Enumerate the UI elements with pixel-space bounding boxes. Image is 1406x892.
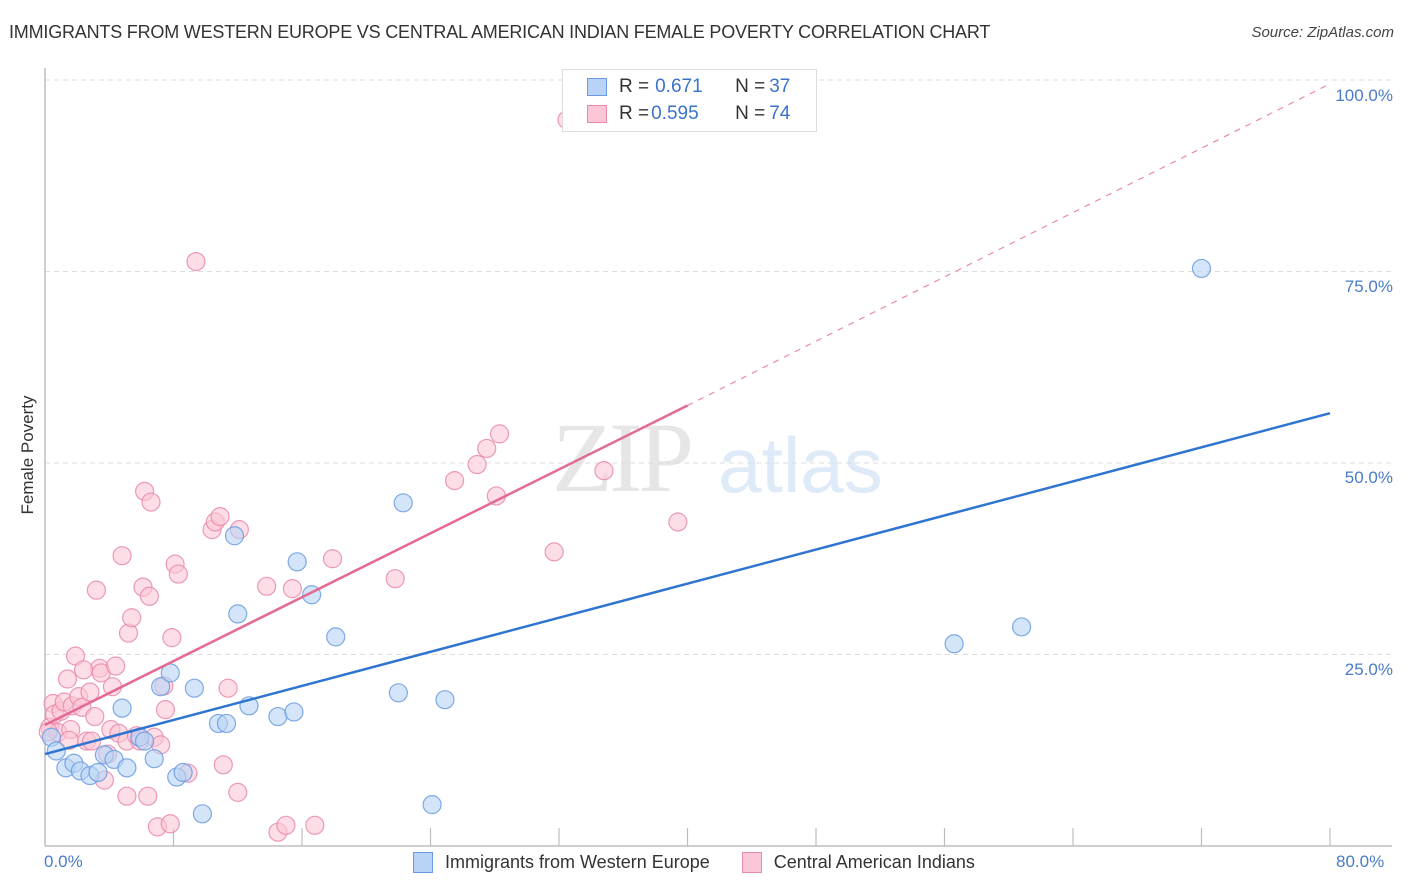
data-point bbox=[186, 251, 206, 272]
y-tick-100: 100.0% bbox=[1335, 86, 1393, 105]
data-point bbox=[668, 512, 688, 532]
data-point bbox=[284, 702, 304, 722]
legend-item-central-american-indians[interactable]: Central American Indians bbox=[741, 852, 975, 873]
r-label: R = bbox=[619, 103, 650, 124]
x-tick-0: 0.0% bbox=[44, 852, 83, 871]
data-point bbox=[134, 731, 155, 751]
y-axis-label: Female Poverty bbox=[18, 395, 37, 515]
data-point bbox=[268, 706, 288, 727]
n-value: 37 bbox=[769, 76, 791, 97]
data-point bbox=[489, 424, 510, 444]
data-point bbox=[80, 682, 100, 702]
data-point bbox=[117, 786, 137, 806]
data-point bbox=[218, 678, 238, 698]
pink-swatch-icon bbox=[587, 105, 607, 123]
blue-swatch-icon bbox=[587, 78, 607, 96]
data-point bbox=[594, 461, 614, 481]
trend-lines bbox=[44, 83, 1331, 756]
data-point bbox=[944, 634, 964, 654]
data-point bbox=[422, 795, 442, 815]
data-point bbox=[435, 690, 455, 710]
trend-line-pink bbox=[44, 404, 689, 727]
data-point bbox=[213, 755, 233, 775]
data-point bbox=[224, 526, 245, 546]
data-point bbox=[184, 678, 204, 698]
x-tick-80: 80.0% bbox=[1336, 852, 1385, 871]
series-immigrants-western-europe bbox=[41, 258, 1212, 824]
n-label: N = bbox=[735, 76, 766, 97]
data-point bbox=[73, 660, 94, 680]
y-tick-50: 50.0% bbox=[1344, 468, 1393, 487]
data-point bbox=[322, 549, 343, 569]
data-point bbox=[106, 656, 126, 676]
legend-label: Immigrants from Western Europe bbox=[445, 852, 710, 872]
data-point bbox=[192, 804, 213, 824]
data-point bbox=[444, 471, 465, 491]
n-label: N = bbox=[735, 103, 766, 124]
data-point bbox=[144, 749, 164, 769]
data-point bbox=[1011, 617, 1032, 637]
data-point bbox=[155, 700, 176, 720]
data-point bbox=[388, 683, 408, 703]
data-point bbox=[486, 486, 506, 506]
data-point bbox=[86, 580, 107, 600]
y-tick-25: 25.0% bbox=[1344, 660, 1393, 679]
data-point bbox=[139, 586, 160, 606]
data-point bbox=[216, 713, 237, 734]
data-point bbox=[160, 814, 180, 834]
data-point bbox=[112, 698, 132, 718]
data-point bbox=[102, 677, 123, 697]
data-point bbox=[117, 758, 137, 778]
data-point bbox=[287, 552, 307, 572]
data-point bbox=[151, 677, 171, 697]
stats-row-blue: R = 0.671 N = 37 bbox=[587, 76, 790, 98]
r-label: R = bbox=[619, 76, 650, 97]
data-point bbox=[228, 604, 248, 624]
axes bbox=[44, 68, 1392, 847]
trend-line-pink-extension bbox=[687, 83, 1331, 407]
pink-swatch-icon bbox=[741, 852, 762, 873]
data-point bbox=[544, 542, 564, 562]
source-attribution: Source: ZipAtlas.com bbox=[1251, 24, 1394, 41]
data-point bbox=[282, 579, 302, 599]
legend-item-western-europe[interactable]: Immigrants from Western Europe bbox=[413, 852, 710, 873]
data-point bbox=[276, 815, 296, 835]
data-point bbox=[1191, 258, 1212, 279]
stats-row-pink: R = 0.595 N = 74 bbox=[587, 103, 790, 125]
data-point bbox=[326, 627, 346, 647]
chart-title: IMMIGRANTS FROM WESTERN EUROPE VS CENTRA… bbox=[9, 22, 991, 42]
data-point bbox=[85, 706, 105, 727]
data-point bbox=[168, 564, 188, 584]
data-point bbox=[57, 669, 78, 689]
watermark-atlas: atlas bbox=[718, 421, 883, 509]
data-point bbox=[393, 493, 413, 513]
r-value: 0.671 bbox=[655, 76, 703, 97]
data-point bbox=[477, 438, 497, 459]
data-point bbox=[257, 576, 277, 596]
data-point bbox=[467, 454, 487, 475]
data-point bbox=[112, 546, 132, 566]
data-point bbox=[173, 762, 193, 783]
data-point bbox=[385, 569, 405, 589]
gridlines bbox=[45, 79, 1392, 655]
data-point bbox=[141, 492, 161, 512]
watermark-zip: ZIP bbox=[552, 402, 694, 513]
series-legend: Immigrants from Western Europe Central A… bbox=[413, 852, 1007, 873]
data-point bbox=[210, 507, 230, 527]
data-point bbox=[88, 762, 108, 783]
stats-legend: R = 0.671 N = 37 R = 0.595 N = 74 bbox=[562, 69, 817, 132]
data-point bbox=[228, 782, 248, 802]
data-point bbox=[305, 815, 325, 835]
r-value: 0.595 bbox=[651, 103, 699, 124]
blue-swatch-icon bbox=[413, 852, 433, 873]
data-point bbox=[122, 608, 142, 628]
y-tick-75: 75.0% bbox=[1344, 277, 1393, 296]
data-point bbox=[138, 786, 158, 806]
n-value: 74 bbox=[769, 103, 791, 124]
legend-label: Central American Indians bbox=[773, 852, 975, 872]
data-point bbox=[162, 628, 182, 648]
trend-line-blue bbox=[44, 412, 1331, 756]
